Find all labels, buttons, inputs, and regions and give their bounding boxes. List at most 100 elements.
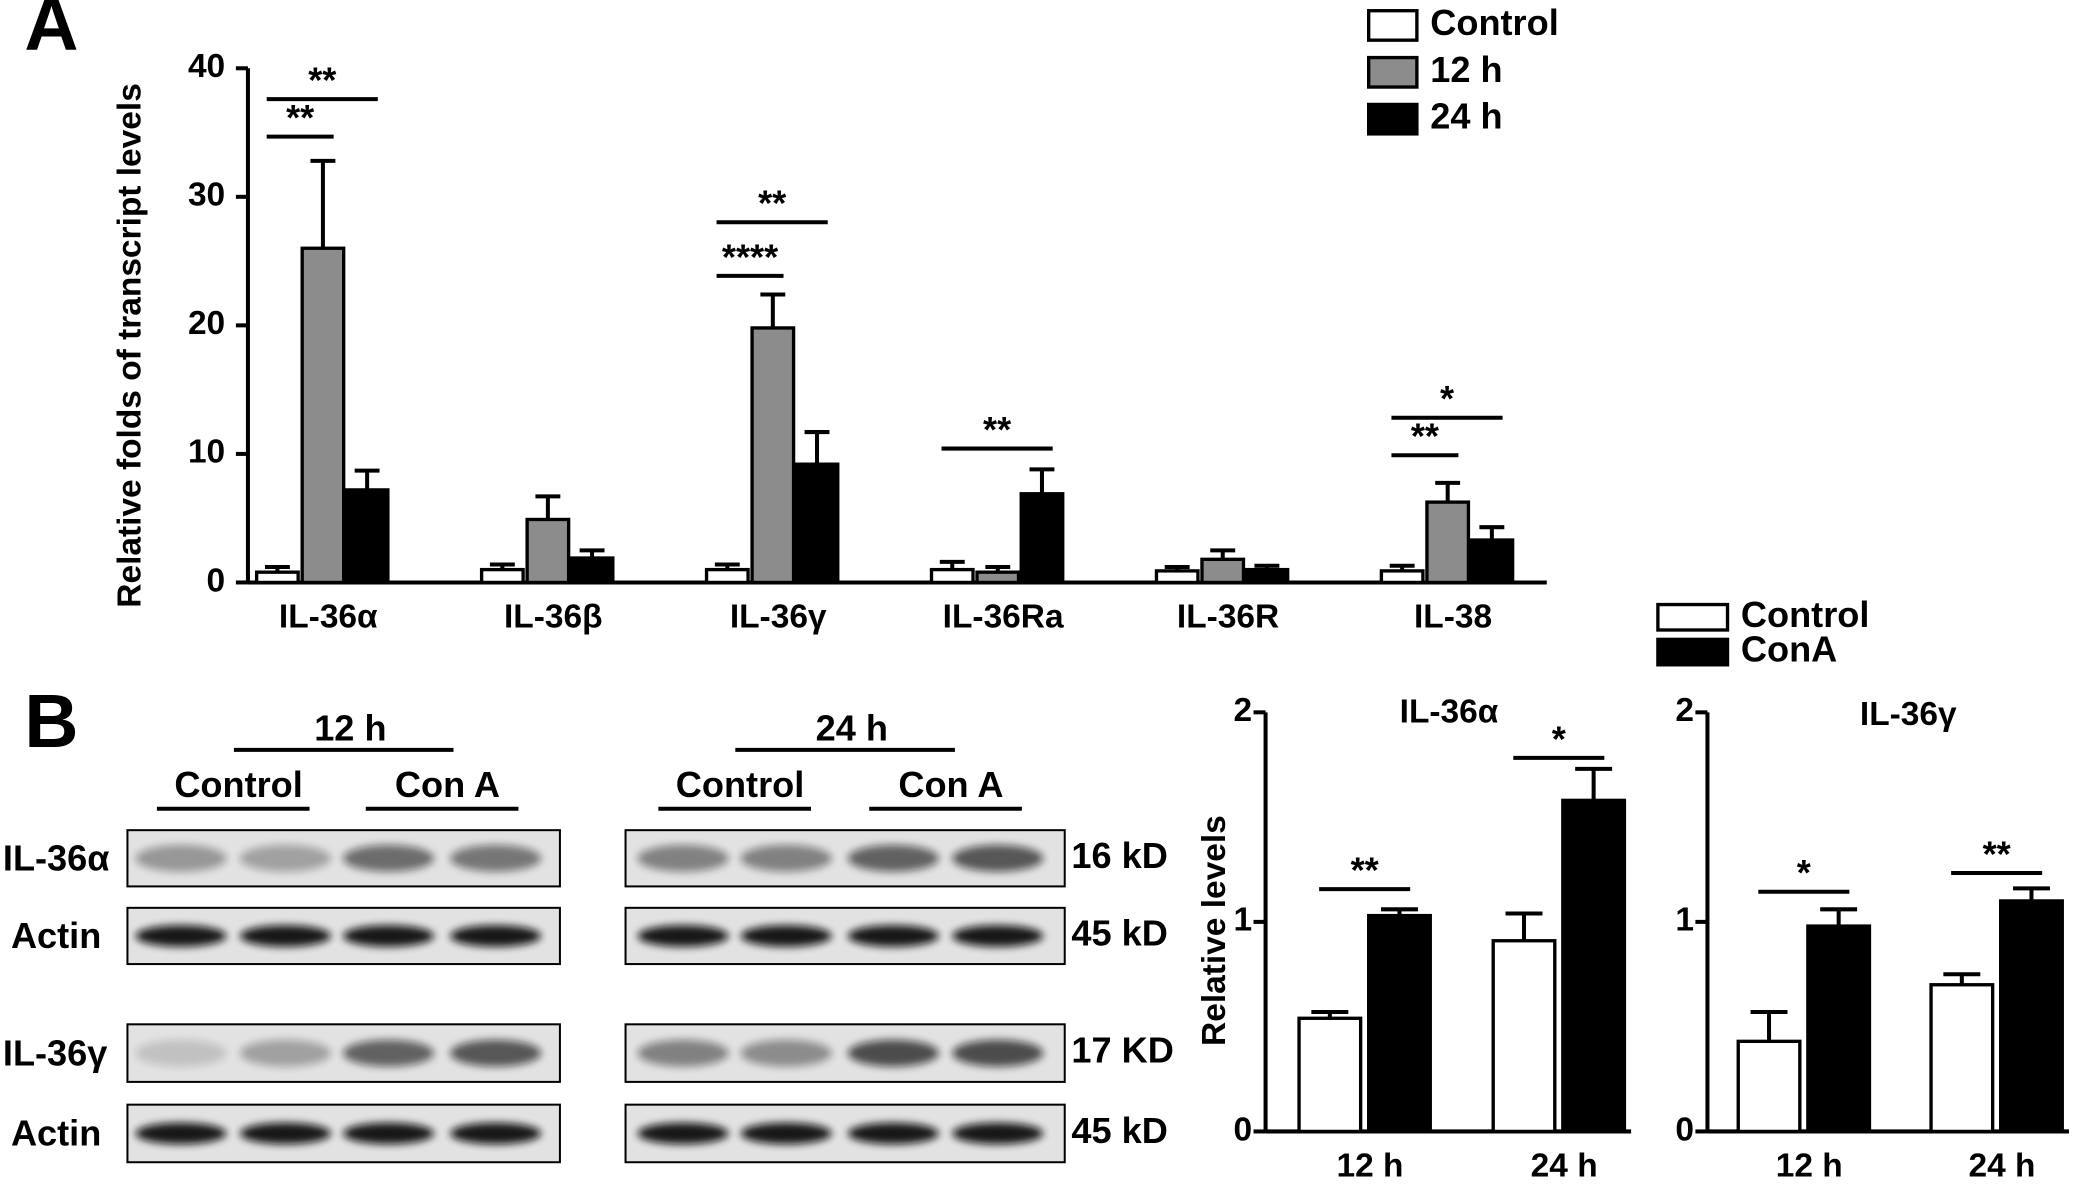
blot-band xyxy=(450,1039,542,1067)
bar xyxy=(1999,899,2064,1134)
bar xyxy=(1806,924,1872,1134)
bar xyxy=(525,517,571,585)
significance-label: ** xyxy=(983,409,1012,450)
bar xyxy=(704,567,750,585)
bar xyxy=(254,570,300,585)
legend-swatch xyxy=(1367,102,1419,136)
significance-label: * xyxy=(1440,378,1455,419)
blot-size-label: 17 KD xyxy=(1071,1030,1173,1071)
blot-band xyxy=(239,844,331,872)
blot-band xyxy=(847,1122,939,1145)
blot-band xyxy=(343,925,435,947)
blot-row-label: IL-36γ xyxy=(3,1032,107,1073)
significance-label: ** xyxy=(286,97,315,138)
legend-label: ConA xyxy=(1741,629,1837,670)
bar xyxy=(569,556,615,585)
x-tick-label: 24 h xyxy=(1531,1147,1598,1184)
blot-band xyxy=(740,844,832,872)
bar xyxy=(929,567,975,585)
bar xyxy=(479,567,525,585)
blot-band xyxy=(343,1122,435,1145)
significance-label: **** xyxy=(722,236,779,277)
bar xyxy=(1929,983,1995,1134)
y-tick-label: 30 xyxy=(188,177,225,214)
bar xyxy=(344,488,390,585)
x-tick-label: IL-36γ xyxy=(730,598,827,635)
y-tick-label: 10 xyxy=(188,434,225,471)
blot-row-label: Actin xyxy=(11,915,101,956)
blot-row-label: IL-36α xyxy=(3,838,110,879)
blot-condition: Control xyxy=(676,764,804,805)
bar xyxy=(1244,567,1290,585)
blot-band xyxy=(637,1039,729,1067)
significance-label: ** xyxy=(758,183,787,224)
significance-label: ** xyxy=(1411,416,1440,457)
blot-band xyxy=(239,1122,331,1145)
blot-time: 24 h xyxy=(816,708,888,749)
y-tick-label: 0 xyxy=(207,562,226,599)
blot-band xyxy=(637,925,729,947)
legend-label: Control xyxy=(1430,2,1558,43)
significance-label: ** xyxy=(1351,850,1380,891)
blot-band xyxy=(450,925,542,947)
blot-band xyxy=(637,844,729,872)
blot-condition: Control xyxy=(174,764,302,805)
bar xyxy=(1425,500,1471,585)
blot-band xyxy=(450,1122,542,1145)
blot-size-label: 45 kD xyxy=(1071,1110,1167,1151)
blot-band xyxy=(847,925,939,947)
y-axis-label: Relative folds of transcript levels xyxy=(111,83,148,608)
bar xyxy=(1561,798,1627,1134)
y-tick-label: 2 xyxy=(1675,692,1694,729)
blot-band xyxy=(450,844,542,872)
legend-label: 12 h xyxy=(1430,49,1502,90)
blot-condition: Con A xyxy=(395,764,500,805)
bar xyxy=(1736,1039,1802,1134)
blot-band xyxy=(952,1039,1044,1067)
y-tick-label: 0 xyxy=(1675,1111,1694,1148)
x-tick-label: 12 h xyxy=(1776,1147,1843,1184)
blot-row-label: Actin xyxy=(11,1113,101,1154)
blot-band xyxy=(343,1039,435,1067)
x-tick-label: IL-36β xyxy=(504,598,603,635)
bar xyxy=(750,326,796,585)
bar xyxy=(1469,538,1515,585)
significance-label: * xyxy=(1797,852,1812,893)
blot-band xyxy=(847,1039,939,1067)
y-tick-label: 0 xyxy=(1234,1111,1253,1148)
panel-label: B xyxy=(24,679,78,763)
x-tick-label: IL-36α xyxy=(279,598,378,635)
blot-time: 12 h xyxy=(314,708,386,749)
significance-label: * xyxy=(1552,718,1567,759)
blot-band xyxy=(740,925,832,947)
blot-band xyxy=(847,844,939,872)
chart-title: IL-36α xyxy=(1400,694,1499,731)
legend-label: Control xyxy=(1741,594,1869,635)
blot-band xyxy=(952,844,1044,872)
blot-band xyxy=(637,1122,729,1145)
y-tick-label: 20 xyxy=(188,305,225,342)
bar xyxy=(1379,569,1425,585)
legend-swatch xyxy=(1656,602,1730,632)
chart-title: IL-36γ xyxy=(1860,696,1957,733)
blot-band xyxy=(343,844,435,872)
blot-band xyxy=(952,1122,1044,1145)
blot-band xyxy=(740,1122,832,1145)
y-axis-label: Relative levels xyxy=(1196,815,1233,1046)
blot-band xyxy=(135,844,227,872)
blot-size-label: 16 kD xyxy=(1071,835,1167,876)
y-tick-label: 1 xyxy=(1234,902,1253,939)
significance-label: ** xyxy=(1983,833,2012,874)
bar xyxy=(300,246,346,585)
blot-band xyxy=(740,1039,832,1067)
y-tick-label: 1 xyxy=(1675,902,1694,939)
blot-band xyxy=(239,1039,331,1067)
y-tick-label: 2 xyxy=(1234,692,1253,729)
legend-swatch xyxy=(1656,637,1730,667)
bar xyxy=(1491,939,1557,1134)
bar xyxy=(1200,557,1246,585)
x-tick-label: 12 h xyxy=(1337,1147,1404,1184)
bar xyxy=(1019,492,1065,585)
